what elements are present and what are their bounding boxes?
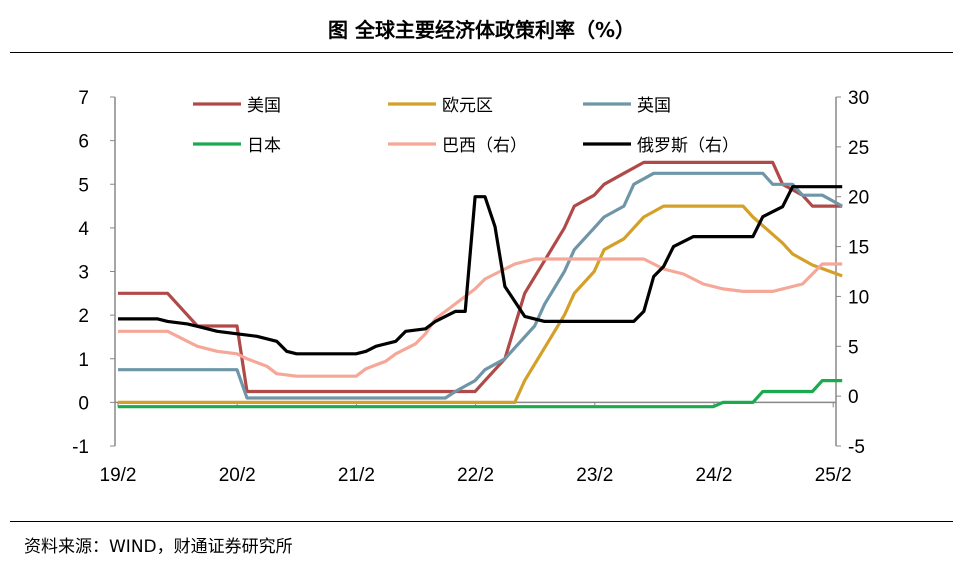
legend-label: 俄罗斯（右） (637, 136, 739, 156)
source-divider (10, 521, 953, 522)
legend-label: 巴西（右） (442, 136, 527, 156)
right-tick-label: 0 (848, 387, 859, 408)
x-tick-label: 21/2 (338, 465, 375, 486)
right-tick-label: 30 (848, 88, 869, 109)
right-tick-label: 15 (848, 238, 869, 259)
left-tick-label: 1 (78, 350, 89, 371)
legend-label: 日本 (247, 136, 281, 156)
left-tick-label: 3 (78, 263, 89, 284)
legend-label: 欧元区 (442, 96, 493, 116)
x-tick-label: 20/2 (219, 465, 256, 486)
legend-label: 英国 (637, 96, 671, 116)
left-tick-label: 0 (78, 393, 89, 414)
left-tick-label: 2 (78, 306, 89, 327)
right-tick-label: 5 (848, 337, 859, 358)
series-line (118, 379, 843, 409)
legend-label: 美国 (247, 96, 281, 116)
series-line (118, 204, 843, 404)
right-tick-label: 25 (848, 138, 869, 159)
source-note: 资料来源：WIND，财通证券研究所 (24, 537, 293, 557)
left-tick-label: 7 (78, 88, 89, 109)
x-tick-label: 22/2 (457, 465, 494, 486)
left-tick-label: 5 (78, 175, 89, 196)
chart-title: 图 全球主要经济体政策利率（%） (327, 18, 635, 42)
x-tick-label: 19/2 (100, 465, 137, 486)
series-line (118, 185, 843, 356)
x-tick-label: 23/2 (576, 465, 613, 486)
right-tick-label: 10 (848, 287, 869, 308)
x-tick-label: 25/2 (815, 465, 852, 486)
left-tick-label: 4 (78, 219, 89, 240)
series-line (118, 257, 843, 378)
left-tick-label: -1 (72, 437, 89, 458)
x-tick-label: 24/2 (696, 465, 733, 486)
right-tick-label: 20 (848, 188, 869, 209)
series-line (118, 160, 843, 394)
title-divider (10, 52, 953, 53)
right-tick-label: -5 (848, 437, 865, 458)
left-tick-label: 6 (78, 132, 89, 153)
